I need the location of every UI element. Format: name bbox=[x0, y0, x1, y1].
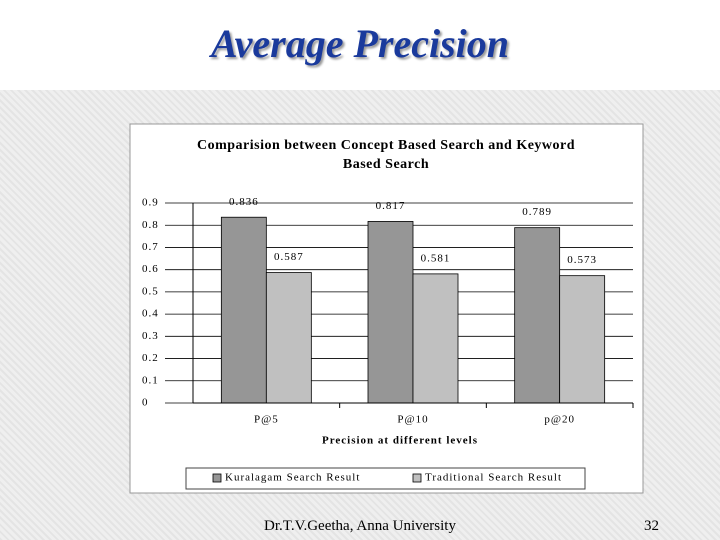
title-band bbox=[0, 0, 720, 90]
data-label: 0.573 bbox=[567, 254, 597, 266]
data-label: 0.581 bbox=[421, 252, 451, 264]
y-tick-label: 0.9 bbox=[142, 197, 159, 209]
legend-label: Kuralagam Search Result bbox=[225, 472, 360, 484]
y-tick-label: 0.6 bbox=[142, 263, 159, 275]
page-number: 32 bbox=[644, 518, 659, 534]
x-tick-label: P@10 bbox=[397, 414, 428, 426]
legend-label: Traditional Search Result bbox=[425, 472, 562, 484]
x-axis-title: Precision at different levels bbox=[322, 435, 478, 447]
x-tick-label: p@20 bbox=[544, 414, 575, 426]
footer: Dr.T.V.Geetha, Anna University bbox=[264, 518, 456, 534]
data-label: 0.836 bbox=[229, 196, 259, 208]
bar bbox=[514, 227, 561, 404]
chart-title: Comparision between Concept Based Search… bbox=[196, 138, 576, 172]
data-label: 0.587 bbox=[274, 251, 304, 263]
bar bbox=[265, 272, 312, 404]
slide-title: Average Precision bbox=[210, 21, 510, 66]
y-tick-label: 0.5 bbox=[142, 285, 159, 297]
y-tick-label: 0.8 bbox=[142, 219, 159, 231]
legend-swatch bbox=[412, 473, 422, 483]
x-tick-label: P@5 bbox=[254, 414, 279, 426]
y-tick-label: 0 bbox=[142, 397, 149, 409]
bar bbox=[367, 221, 414, 404]
y-tick-label: 0.2 bbox=[142, 352, 159, 364]
data-label: 0.789 bbox=[522, 206, 552, 218]
legend-box bbox=[185, 467, 586, 490]
y-tick-label: 0.1 bbox=[142, 374, 159, 386]
legend-swatch bbox=[212, 473, 222, 483]
bar bbox=[220, 216, 267, 404]
data-label: 0.817 bbox=[376, 200, 406, 212]
bar bbox=[412, 273, 459, 404]
y-tick-label: 0.7 bbox=[142, 241, 159, 253]
y-tick-label: 0.3 bbox=[142, 330, 159, 342]
bar bbox=[559, 275, 606, 404]
y-tick-label: 0.4 bbox=[142, 308, 159, 320]
